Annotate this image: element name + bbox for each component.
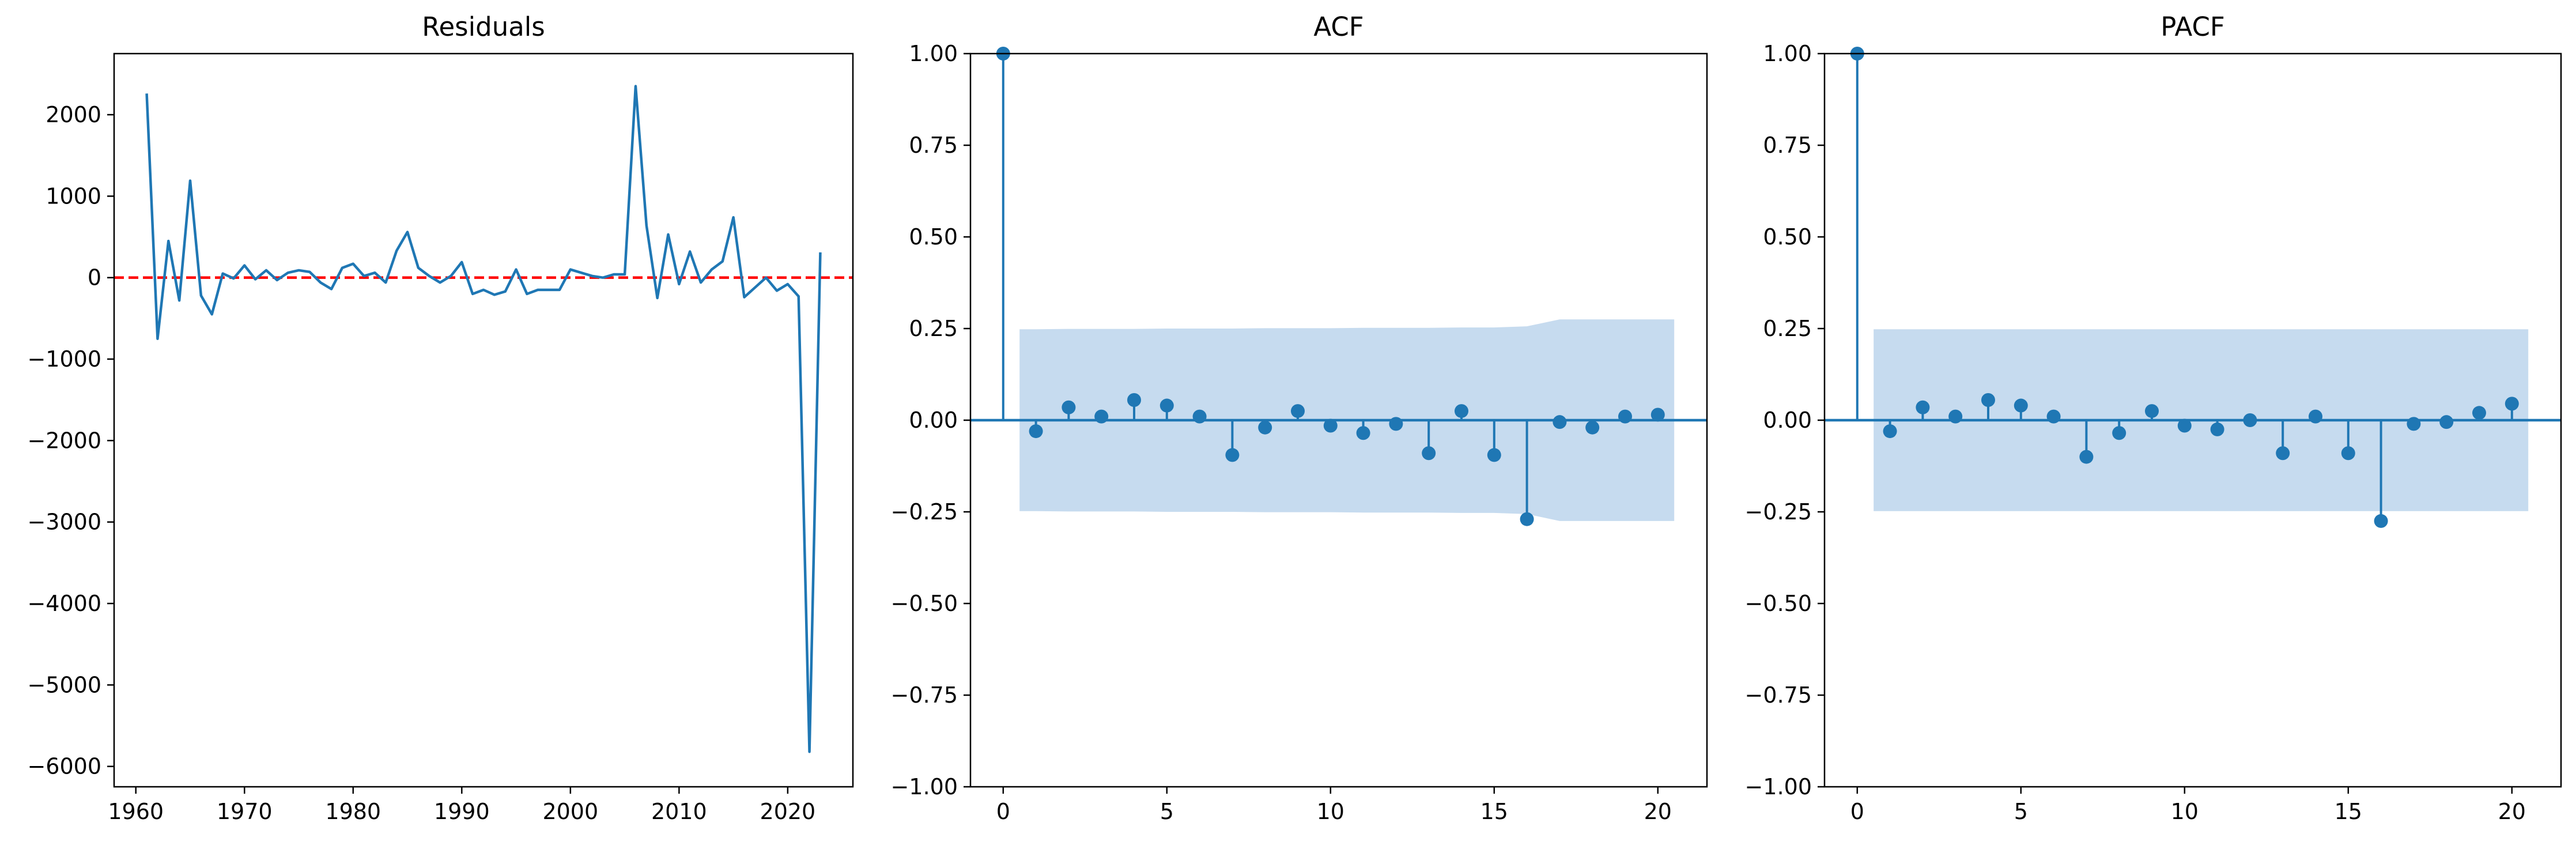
stem-marker: [2014, 398, 2028, 413]
x-tick-label: 15: [1480, 799, 1508, 824]
x-tick-label: 10: [1317, 799, 1344, 824]
stem-marker: [1062, 400, 1076, 414]
y-tick-label: 0.50: [909, 224, 958, 250]
x-tick-label: 1980: [325, 799, 381, 824]
stem-marker: [2243, 413, 2257, 427]
stem-marker: [2046, 409, 2061, 424]
stem-marker: [1422, 446, 1436, 461]
stem-marker: [1487, 448, 1501, 462]
y-tick-label: 0.50: [1763, 224, 1812, 250]
stem-marker: [1916, 400, 1930, 414]
y-tick-label: 0.25: [1763, 316, 1812, 341]
x-tick-label: 10: [2171, 799, 2199, 824]
stem-marker: [1520, 512, 1534, 526]
stem-marker: [2374, 514, 2388, 528]
x-tick-label: 1970: [217, 799, 273, 824]
residuals-panel: Residuals 1960 1970 1980 1990 2000 2010 2020 −60…: [27, 12, 854, 824]
y-tick-label: −2000: [27, 428, 101, 453]
y-tick-label: −3000: [27, 510, 101, 535]
stem-marker: [1553, 415, 1567, 429]
stem-marker: [1948, 409, 1963, 424]
y-tick-label: −0.25: [891, 499, 958, 525]
y-tick-label: −0.50: [1745, 591, 1812, 616]
y-tick-label: 0.25: [909, 316, 958, 341]
stem-marker: [2079, 450, 2094, 464]
y-tick-label: 0.00: [1763, 408, 1812, 433]
y-tick-label: −1000: [27, 346, 101, 372]
y-tick-label: −4000: [27, 591, 101, 616]
x-tick-label: 2020: [760, 799, 816, 824]
stem-marker: [1356, 426, 1370, 440]
y-tick-label: 0.75: [909, 133, 958, 158]
stem-marker: [1159, 398, 1174, 413]
y-tick-label: 1000: [46, 183, 101, 209]
stem-marker: [1192, 409, 1207, 424]
stem-marker: [2505, 397, 2519, 411]
stem-marker: [1291, 404, 1305, 418]
x-tick-label: 1960: [108, 799, 164, 824]
x-tick-label: 0: [996, 799, 1010, 824]
pacf-panel: PACF 0 5 10 15 20 −1.00 −0.75 −0.50 −0.25 0.00 0.25…: [1745, 12, 2562, 824]
stem-marker: [1225, 448, 1240, 462]
stem-marker: [2309, 409, 2322, 424]
x-tick-label: 15: [2335, 799, 2362, 824]
y-tick-label: −5000: [27, 672, 101, 697]
stem-marker: [1029, 424, 1043, 439]
acf-panel: ACF 0 5 10 15 20 −1.00 −0.75 −0.50 −0.25 0.00 0.25 0…: [891, 12, 1708, 824]
stem-marker: [2439, 415, 2454, 429]
y-tick-label: −0.75: [1745, 682, 1812, 708]
stem-marker: [1981, 393, 1995, 408]
stem-marker: [2276, 446, 2290, 461]
y-tick-label: −1.00: [1745, 774, 1812, 799]
y-tick-label: 2000: [46, 102, 101, 127]
stem-marker: [2472, 406, 2486, 420]
y-tick-label: −0.75: [891, 682, 958, 708]
x-tick-label: 2000: [542, 799, 598, 824]
x-tick-label: 0: [1850, 799, 1864, 824]
y-tick-label: 0: [88, 265, 101, 291]
stem-marker: [1455, 404, 1468, 418]
y-tick-label: −0.25: [1745, 499, 1812, 525]
stem-marker: [1127, 393, 1141, 408]
stem-marker: [1650, 408, 1665, 422]
stem-marker: [1094, 409, 1109, 424]
x-tick-label: 5: [2014, 799, 2028, 824]
stem-marker: [1618, 409, 1632, 424]
axes-frame: [113, 52, 854, 788]
stem-marker: [1323, 418, 1338, 433]
residuals-line: [145, 85, 822, 753]
chart-title: ACF: [1313, 12, 1363, 42]
stem-marker: [1389, 417, 1403, 431]
y-tick-label: −0.50: [891, 591, 958, 616]
stem-marker: [2112, 426, 2126, 440]
stem-marker: [1258, 420, 1272, 435]
stem-marker: [2407, 417, 2421, 431]
axes-frame: [1823, 52, 2562, 788]
stem-marker: [2341, 446, 2355, 461]
stem-marker: [2177, 418, 2192, 433]
x-tick-label: 20: [1644, 799, 1672, 824]
stem-marker: [1883, 424, 1897, 439]
y-tick-label: −6000: [27, 754, 101, 779]
stem-marker: [1585, 420, 1600, 435]
y-tick-label: −1.00: [891, 774, 958, 799]
stem-marker: [2210, 422, 2224, 436]
x-tick-label: 2010: [651, 799, 707, 824]
y-tick-label: 0.00: [909, 408, 958, 433]
stem-marker: [2145, 404, 2159, 418]
chart-title: PACF: [2160, 12, 2225, 42]
x-tick-label: 1990: [434, 799, 490, 824]
y-tick-label: 1.00: [909, 41, 958, 66]
x-tick-label: 5: [1160, 799, 1174, 824]
axes-frame: [969, 52, 1708, 788]
y-tick-label: 0.75: [1763, 133, 1812, 158]
y-tick-label: 1.00: [1763, 41, 1812, 66]
chart-title: Residuals: [422, 12, 545, 42]
x-tick-label: 20: [2498, 799, 2526, 824]
